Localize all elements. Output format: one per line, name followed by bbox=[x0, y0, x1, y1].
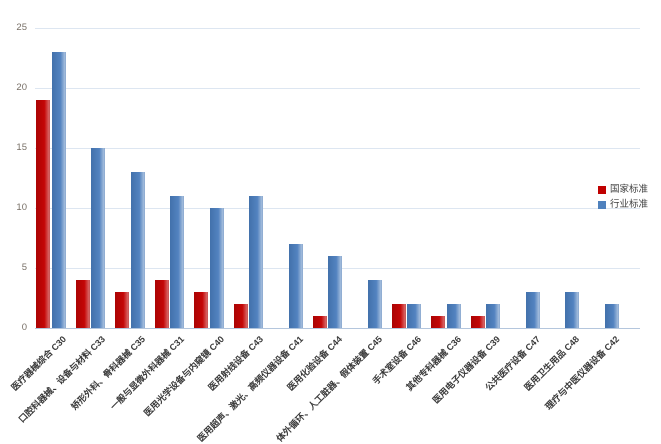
bar-industry-standard bbox=[525, 292, 540, 328]
y-axis-tick-label: 10 bbox=[16, 202, 27, 213]
bar-industry-standard bbox=[565, 292, 579, 328]
bar-national-standard bbox=[115, 292, 129, 328]
x-axis-category-label: 医用电子仪器设备 C39 bbox=[430, 334, 503, 406]
y-axis-tick-label: 0 bbox=[21, 322, 27, 333]
grid-line bbox=[35, 88, 640, 89]
legend-swatch-national-standard bbox=[598, 185, 606, 194]
grid-line bbox=[35, 208, 640, 209]
bar-industry-standard bbox=[51, 52, 66, 328]
bar-national-standard bbox=[194, 292, 208, 328]
legend-swatch-industry-standard bbox=[598, 200, 606, 209]
bar-industry-standard bbox=[288, 244, 303, 328]
bar-national-standard bbox=[431, 316, 445, 328]
bar-industry-standard bbox=[209, 208, 224, 328]
bar-national-standard bbox=[36, 100, 50, 328]
x-axis-category-label: 一般与显微外科器械 C31 bbox=[108, 334, 187, 412]
bar-national-standard bbox=[391, 304, 406, 328]
bar-industry-standard bbox=[407, 304, 421, 328]
y-axis-tick-label: 25 bbox=[16, 22, 27, 33]
y-axis-tick-label: 20 bbox=[16, 82, 27, 93]
x-axis-category-label: 医用光学设备与内窥镜 C40 bbox=[141, 334, 226, 419]
bar-industry-standard bbox=[446, 304, 461, 328]
legend: 国家标准 行业标准 bbox=[598, 184, 648, 214]
bar-national-standard bbox=[470, 316, 485, 328]
legend-item[interactable]: 国家标准 bbox=[598, 184, 648, 195]
y-axis-tick-label: 15 bbox=[16, 142, 27, 153]
bar-national-standard bbox=[75, 280, 90, 328]
y-axis-tick-label: 5 bbox=[21, 262, 27, 273]
x-axis-line bbox=[35, 328, 640, 329]
legend-label: 行业标准 bbox=[610, 199, 649, 210]
bar-industry-standard bbox=[604, 304, 619, 328]
legend-item[interactable]: 行业标准 bbox=[598, 199, 648, 210]
bar-national-standard bbox=[154, 280, 169, 328]
bar-industry-standard bbox=[367, 280, 382, 328]
bar-industry-standard bbox=[486, 304, 500, 328]
bar-industry-standard bbox=[130, 172, 145, 328]
x-axis-category-label: 理疗与中医仪器设备 C42 bbox=[543, 334, 621, 412]
x-axis-category-label: 矫形外科、骨科器械 C35 bbox=[69, 334, 147, 412]
bar-industry-standard bbox=[249, 196, 263, 328]
bar-national-standard bbox=[233, 304, 248, 328]
bar-industry-standard bbox=[328, 256, 342, 328]
legend-label: 国家标准 bbox=[610, 184, 649, 195]
bar-industry-standard bbox=[170, 196, 184, 328]
bar-industry-standard bbox=[91, 148, 105, 328]
grid-line bbox=[35, 148, 640, 149]
bar-national-standard bbox=[312, 316, 327, 328]
grid-line bbox=[35, 28, 640, 29]
